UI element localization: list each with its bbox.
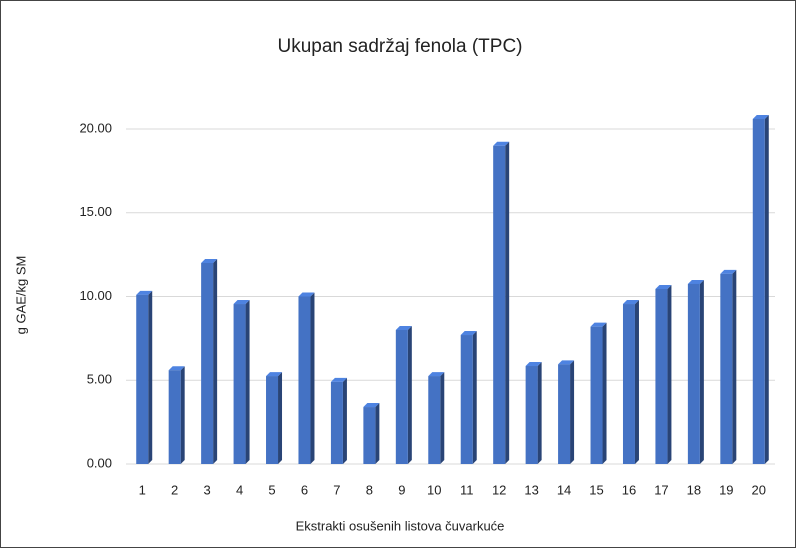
- bar-side: [440, 372, 445, 464]
- bar-side: [180, 366, 185, 464]
- bar: [266, 376, 279, 464]
- x-tick-label: 1: [139, 482, 146, 497]
- bar-top: [363, 403, 380, 408]
- bar-side: [764, 114, 769, 464]
- bar-top: [233, 300, 250, 305]
- bar: [493, 145, 506, 464]
- bar-side: [342, 377, 347, 464]
- bar: [460, 335, 473, 464]
- x-tick-label: 19: [719, 482, 733, 497]
- bar-side: [278, 372, 283, 464]
- bar: [687, 283, 700, 464]
- x-tick-label: 13: [524, 482, 538, 497]
- bar: [558, 364, 571, 464]
- x-tick-label: 15: [589, 482, 603, 497]
- bar-side: [634, 300, 639, 464]
- x-tick-label: 10: [427, 482, 441, 497]
- bar-side: [537, 362, 542, 464]
- chart-title: Ukupan sadržaj fenola (TPC): [278, 36, 523, 57]
- bar-side: [732, 269, 737, 464]
- bar-side: [148, 290, 153, 464]
- y-tick-label: 10.00: [79, 288, 112, 303]
- bar-top: [720, 269, 737, 274]
- bar-side: [602, 322, 607, 464]
- bar: [168, 370, 181, 464]
- x-tick-label: 16: [622, 482, 636, 497]
- x-tick-label: 7: [333, 482, 340, 497]
- y-tick-label: 15.00: [79, 204, 112, 219]
- bar: [720, 273, 733, 464]
- x-tick-label: 6: [301, 482, 308, 497]
- bar: [428, 376, 441, 464]
- bar: [590, 326, 603, 464]
- bar-side: [310, 292, 315, 464]
- x-tick-label: 3: [204, 482, 211, 497]
- y-tick-label: 0.00: [87, 455, 112, 470]
- bar-top: [136, 290, 153, 295]
- bar-side: [699, 279, 704, 464]
- x-tick-label: 18: [687, 482, 701, 497]
- bar: [136, 294, 149, 464]
- x-tick-label: 12: [492, 482, 506, 497]
- bar: [233, 304, 246, 464]
- bar-side: [472, 331, 477, 464]
- bar: [395, 330, 408, 464]
- bar: [363, 407, 376, 464]
- bar: [622, 304, 635, 464]
- bar-side: [375, 403, 380, 464]
- y-tick-label: 20.00: [79, 120, 112, 135]
- bar-top: [330, 377, 347, 382]
- bar-side: [407, 326, 412, 464]
- bar-top: [622, 300, 639, 305]
- bar-top: [493, 141, 510, 146]
- bar-top: [428, 372, 445, 377]
- x-tick-label: 11: [460, 482, 474, 497]
- bar-top: [460, 331, 477, 336]
- bar-top: [590, 322, 607, 327]
- bar-side: [213, 259, 218, 464]
- y-tick-label: 5.00: [87, 372, 112, 387]
- bar-top: [201, 259, 218, 263]
- bar-side: [667, 284, 672, 464]
- bar-side: [505, 141, 510, 464]
- bar: [525, 366, 538, 464]
- bar-top: [266, 372, 283, 377]
- bar-top: [687, 279, 704, 284]
- bar-top: [395, 326, 412, 330]
- x-axis-title: Ekstrakti osušenih listova čuvarkuće: [296, 518, 505, 533]
- bar: [298, 296, 311, 464]
- x-tick-label: 5: [268, 482, 275, 497]
- x-tick-label: 9: [398, 482, 405, 497]
- bar-side: [570, 360, 575, 464]
- x-tick-label: 17: [654, 482, 668, 497]
- bar: [201, 263, 214, 464]
- x-tick-label: 14: [557, 482, 571, 497]
- x-tick-label: 4: [236, 482, 243, 497]
- bar: [752, 118, 765, 464]
- bar-top: [525, 362, 542, 367]
- x-tick-label: 8: [366, 482, 373, 497]
- bar-side: [245, 300, 250, 464]
- y-axis-title: g GAE/kg SM: [13, 256, 28, 335]
- bar-top: [558, 360, 575, 365]
- bar-top: [168, 366, 185, 371]
- bar-top: [655, 284, 672, 289]
- bar-top: [298, 292, 315, 297]
- bar: [330, 381, 343, 464]
- bar-top: [752, 114, 769, 119]
- x-tick-label: 2: [171, 482, 178, 497]
- x-tick-label: 20: [752, 482, 766, 497]
- bar: [655, 288, 668, 464]
